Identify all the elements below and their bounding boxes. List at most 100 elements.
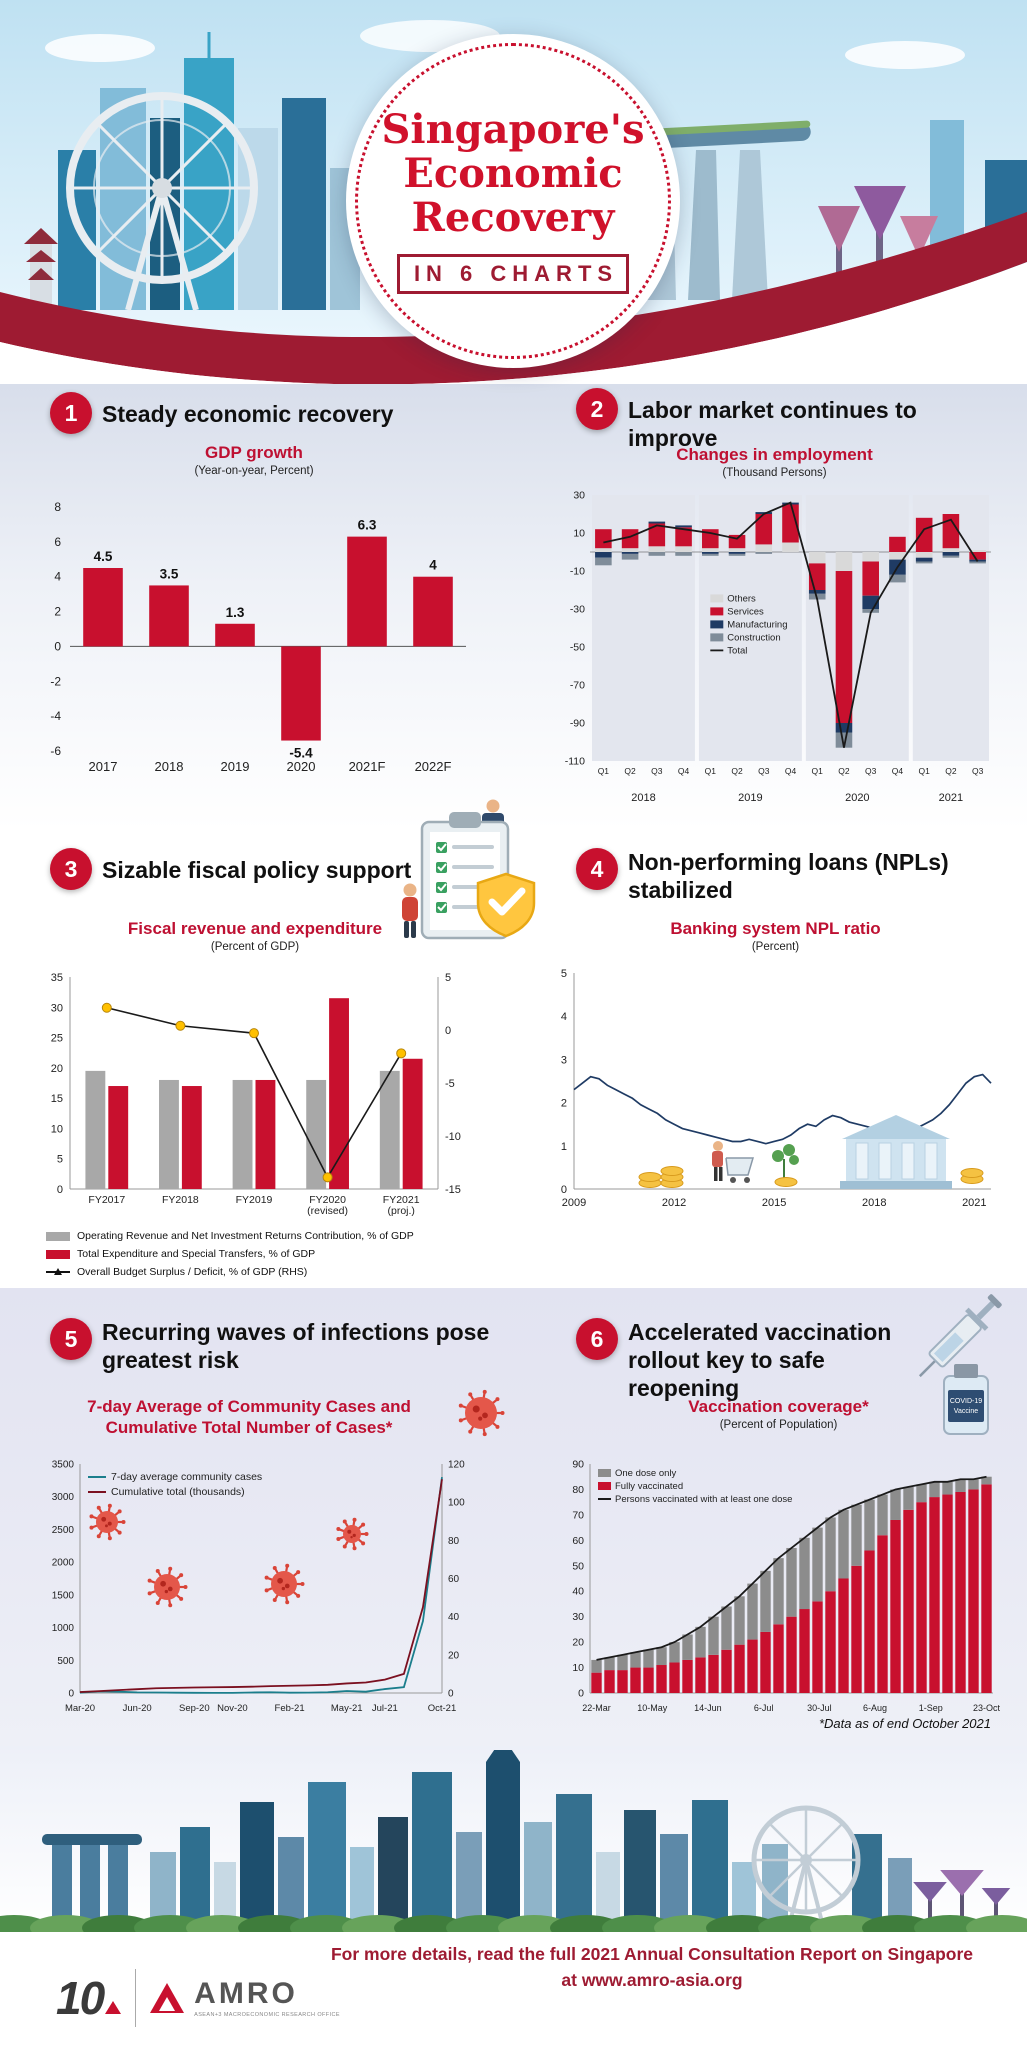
svg-text:-10: -10 [570,566,585,578]
svg-text:30-Jul: 30-Jul [807,1703,832,1713]
svg-text:2015: 2015 [762,1197,786,1209]
svg-text:Mar-20: Mar-20 [65,1703,95,1714]
fiscal-chart-header: Fiscal revenue and expenditure (Percent … [30,918,480,953]
footer-message-line2: at www.amro-asia.org [561,1970,743,1991]
svg-text:120: 120 [448,1460,465,1471]
ferris-wheel-icon [66,92,258,311]
virus-icon [147,1566,188,1608]
covid-chart-header: 7-day Average of Community Cases and Cum… [34,1396,464,1439]
covid-chart-title-line1: 7-day Average of Community Cases and [87,1397,411,1416]
svg-text:1-Sep: 1-Sep [919,1703,943,1713]
section-1-number: 1 [50,392,92,434]
svg-text:20: 20 [572,1637,584,1649]
svg-text:Manufacturing: Manufacturing [727,619,787,630]
gdp-chart-header: GDP growth (Year-on-year, Percent) [28,442,480,477]
svg-text:3: 3 [561,1054,567,1066]
section-3-number: 3 [50,848,92,890]
svg-text:Q1: Q1 [598,766,610,776]
svg-text:Q2: Q2 [731,766,743,776]
title-badge: Singapore's Economic Recovery IN 6 CHART… [346,34,680,368]
svg-text:4: 4 [54,570,61,584]
svg-text:FY2017: FY2017 [88,1194,125,1206]
data-footnote: *Data as of end October 2021 [818,1716,991,1731]
svg-text:60: 60 [448,1574,460,1585]
svg-text:6.3: 6.3 [358,518,377,533]
fiscal-clipboard-illustration [402,799,536,940]
footer-message-line1: For more details, read the full 2021 Ann… [330,1944,974,1964]
svg-text:10-May: 10-May [637,1703,668,1713]
svg-text:2020: 2020 [845,792,869,804]
employment-changes-chart: 2018 2019 2020 2021 30 10 -10 -30 -50 -70 -90 -110 Q… [565,490,991,804]
svg-text:-90: -90 [570,718,585,730]
svg-text:(proj.): (proj.) [387,1205,414,1217]
svg-text:10: 10 [51,1123,63,1135]
svg-text:Construction: Construction [727,632,780,643]
svg-text:2017: 2017 [89,759,118,774]
vaccination-chart-title: Vaccination coverage* [688,1397,869,1416]
svg-text:40: 40 [448,1612,460,1623]
section-5-title: Recurring waves of infections pose great… [102,1319,490,1374]
svg-text:FY2018: FY2018 [162,1194,199,1206]
legend-label: Total Expenditure and Special Transfers,… [77,1248,316,1260]
red-triangle-icon [105,2001,122,2014]
svg-text:22-Mar: 22-Mar [582,1703,611,1713]
svg-text:30: 30 [572,1611,584,1623]
svg-text:Q4: Q4 [892,766,904,776]
svg-text:50: 50 [572,1560,584,1572]
svg-text:-15: -15 [445,1184,461,1196]
ferris-wheel-icon [751,1805,861,1923]
footer-skyline-illustration [0,1750,1027,1932]
gdp-growth-chart: -6 -4 -2 0 2 4 6 8 4.5 2017 3.5 2018 1.3 2019 -5.42020… [50,500,466,774]
npl-chart-subtitle: (Percent) [751,941,800,954]
svg-text:4.5: 4.5 [94,549,113,564]
amro-logo: AMRO ASEAN+3 MACROECONOMIC RESEARCH OFFI… [150,1978,340,2018]
gdp-chart-title: GDP growth [205,443,303,462]
syringe-icon [918,1294,1002,1378]
virus-icon [458,1389,505,1437]
svg-text:May-21: May-21 [331,1703,363,1714]
amro-logo-mark-icon [150,1983,185,2013]
svg-text:60: 60 [572,1535,584,1547]
svg-text:35: 35 [51,972,63,984]
svg-text:14-Jun: 14-Jun [694,1703,722,1713]
svg-text:2020: 2020 [287,759,316,774]
svg-text:-5: -5 [445,1078,455,1090]
svg-text:0: 0 [445,1025,451,1037]
syringe-vial-illustration: COVID-19 Vaccine [918,1294,1002,1435]
svg-text:10: 10 [573,528,585,540]
svg-text:Jul-21: Jul-21 [372,1703,398,1714]
vaccination-chart-header: Vaccination coverage* (Percent of Popula… [556,1396,1001,1431]
svg-text:-50: -50 [570,642,585,654]
svg-text:5: 5 [57,1154,63,1166]
svg-text:-70: -70 [570,680,585,692]
fiscal-revenue-expenditure-chart: 0 5 10 15 20 25 30 35 5 0 -5 -10 -15 FY2017 FY2018 FY20… [51,972,461,1217]
svg-text:2019: 2019 [738,792,762,804]
svg-text:2018: 2018 [155,759,184,774]
svg-text:15: 15 [51,1093,63,1105]
section-6-number: 6 [576,1318,618,1360]
svg-text:2: 2 [54,605,61,619]
legend-label: Operating Revenue and Net Investment Ret… [77,1230,414,1242]
svg-text:80: 80 [572,1484,584,1496]
svg-text:30: 30 [573,490,585,502]
svg-text:25: 25 [51,1033,63,1045]
svg-text:Total: Total [727,645,747,656]
svg-text:40: 40 [572,1586,584,1598]
section-5-number: 5 [50,1318,92,1360]
svg-text:-4: -4 [50,709,61,723]
npl-illustration [638,1115,984,1189]
anniversary-logo-text: 10 [56,1972,105,2024]
svg-text:-110: -110 [565,756,585,768]
employment-chart-subtitle: (Thousand Persons) [722,467,827,480]
npl-chart-header: Banking system NPL ratio (Percent) [548,918,1003,953]
svg-text:0: 0 [54,639,61,653]
svg-text:Q1: Q1 [918,766,930,776]
svg-text:20: 20 [448,1650,460,1661]
svg-text:0: 0 [57,1184,63,1196]
svg-text:Fully vaccinated: Fully vaccinated [615,1481,683,1492]
svg-text:FY2021: FY2021 [383,1194,420,1206]
virus-icon [336,1517,369,1551]
legend-item: Total Expenditure and Special Transfers,… [46,1248,486,1260]
supertrees-icon [913,1870,1011,1922]
svg-text:1.3: 1.3 [226,605,245,620]
